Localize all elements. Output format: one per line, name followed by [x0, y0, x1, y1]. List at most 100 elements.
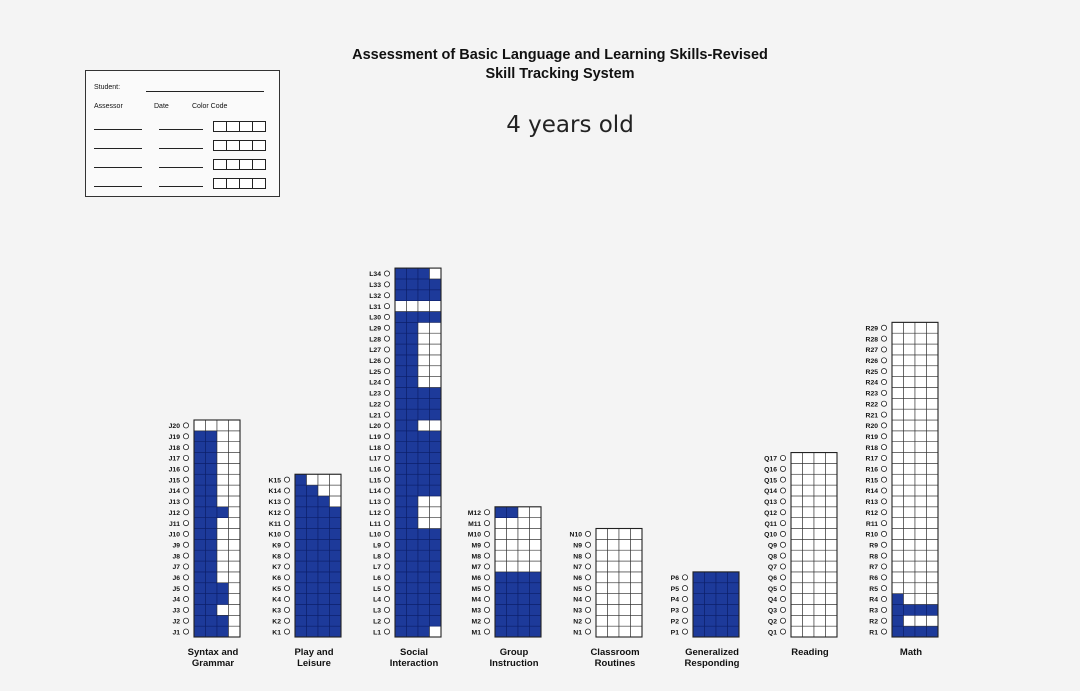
skill-item-bubble[interactable] [881, 379, 888, 386]
skill-item-bubble[interactable] [483, 541, 490, 548]
skill-item-bubble[interactable] [881, 454, 888, 461]
skill-item-bubble[interactable] [283, 541, 290, 548]
skill-item-bubble[interactable] [383, 346, 390, 353]
skill-item-bubble[interactable] [383, 335, 390, 342]
skill-item-bubble[interactable] [881, 357, 888, 364]
skill-item-bubble[interactable] [182, 444, 189, 451]
skill-item-bubble[interactable] [483, 574, 490, 581]
skill-item-bubble[interactable] [585, 585, 592, 592]
skill-item-bubble[interactable] [881, 585, 888, 592]
skill-item-bubble[interactable] [383, 303, 390, 310]
skill-item-bubble[interactable] [383, 476, 390, 483]
skill-item-bubble[interactable] [182, 563, 189, 570]
skill-item-bubble[interactable] [585, 628, 592, 635]
skill-item-bubble[interactable] [483, 509, 490, 516]
skill-item-bubble[interactable] [182, 433, 189, 440]
skill-item-bubble[interactable] [881, 465, 888, 472]
skill-item-bubble[interactable] [881, 335, 888, 342]
skill-item-bubble[interactable] [283, 476, 290, 483]
skill-item-bubble[interactable] [780, 454, 787, 461]
skill-item-bubble[interactable] [182, 476, 189, 483]
skill-item-bubble[interactable] [483, 563, 490, 570]
skill-item-bubble[interactable] [383, 313, 390, 320]
skill-item-bubble[interactable] [383, 433, 390, 440]
skill-item-bubble[interactable] [283, 487, 290, 494]
skill-item-bubble[interactable] [483, 606, 490, 613]
skill-item-bubble[interactable] [283, 520, 290, 527]
skill-item-bubble[interactable] [881, 596, 888, 603]
skill-item-bubble[interactable] [383, 357, 390, 364]
skill-item-bubble[interactable] [182, 422, 189, 429]
skill-item-bubble[interactable] [182, 520, 189, 527]
skill-item-bubble[interactable] [780, 574, 787, 581]
skill-item-bubble[interactable] [585, 552, 592, 559]
skill-item-bubble[interactable] [780, 585, 787, 592]
skill-item-bubble[interactable] [881, 552, 888, 559]
skill-item-bubble[interactable] [881, 411, 888, 418]
skill-item-bubble[interactable] [881, 389, 888, 396]
skill-item-bubble[interactable] [383, 563, 390, 570]
skill-item-bubble[interactable] [383, 509, 390, 516]
skill-item-bubble[interactable] [881, 563, 888, 570]
skill-item-bubble[interactable] [483, 552, 490, 559]
skill-item-bubble[interactable] [182, 530, 189, 537]
skill-item-bubble[interactable] [182, 617, 189, 624]
skill-item-bubble[interactable] [283, 509, 290, 516]
skill-item-bubble[interactable] [182, 509, 189, 516]
skill-item-bubble[interactable] [182, 498, 189, 505]
skill-item-bubble[interactable] [881, 520, 888, 527]
skill-item-bubble[interactable] [483, 520, 490, 527]
skill-item-bubble[interactable] [383, 454, 390, 461]
skill-item-bubble[interactable] [780, 617, 787, 624]
skill-item-bubble[interactable] [881, 368, 888, 375]
skill-item-bubble[interactable] [881, 617, 888, 624]
skill-item-bubble[interactable] [780, 596, 787, 603]
skill-item-bubble[interactable] [483, 617, 490, 624]
skill-item-bubble[interactable] [383, 617, 390, 624]
skill-item-bubble[interactable] [383, 292, 390, 299]
skill-item-bubble[interactable] [383, 389, 390, 396]
skill-item-bubble[interactable] [383, 596, 390, 603]
skill-item-bubble[interactable] [182, 606, 189, 613]
skill-item-bubble[interactable] [182, 465, 189, 472]
skill-item-bubble[interactable] [682, 628, 689, 635]
skill-item-bubble[interactable] [585, 617, 592, 624]
skill-item-bubble[interactable] [780, 476, 787, 483]
skill-item-bubble[interactable] [780, 628, 787, 635]
skill-item-bubble[interactable] [182, 574, 189, 581]
skill-item-bubble[interactable] [881, 400, 888, 407]
skill-item-bubble[interactable] [182, 541, 189, 548]
skill-item-bubble[interactable] [585, 563, 592, 570]
skill-item-bubble[interactable] [182, 552, 189, 559]
skill-item-bubble[interactable] [881, 509, 888, 516]
skill-item-bubble[interactable] [682, 574, 689, 581]
skill-item-bubble[interactable] [585, 541, 592, 548]
skill-item-bubble[interactable] [383, 606, 390, 613]
skill-item-bubble[interactable] [780, 465, 787, 472]
skill-item-bubble[interactable] [585, 530, 592, 537]
skill-item-bubble[interactable] [383, 270, 390, 277]
skill-item-bubble[interactable] [780, 509, 787, 516]
skill-item-bubble[interactable] [182, 585, 189, 592]
skill-item-bubble[interactable] [283, 628, 290, 635]
skill-item-bubble[interactable] [682, 606, 689, 613]
skill-item-bubble[interactable] [283, 585, 290, 592]
skill-item-bubble[interactable] [483, 628, 490, 635]
skill-item-bubble[interactable] [383, 444, 390, 451]
skill-item-bubble[interactable] [283, 552, 290, 559]
skill-item-bubble[interactable] [283, 530, 290, 537]
skill-item-bubble[interactable] [283, 563, 290, 570]
skill-item-bubble[interactable] [881, 422, 888, 429]
skill-item-bubble[interactable] [182, 628, 189, 635]
skill-item-bubble[interactable] [780, 487, 787, 494]
skill-item-bubble[interactable] [881, 487, 888, 494]
skill-item-bubble[interactable] [383, 520, 390, 527]
skill-item-bubble[interactable] [383, 574, 390, 581]
skill-item-bubble[interactable] [383, 541, 390, 548]
skill-item-bubble[interactable] [881, 541, 888, 548]
skill-item-bubble[interactable] [881, 606, 888, 613]
skill-item-bubble[interactable] [383, 465, 390, 472]
skill-item-bubble[interactable] [383, 411, 390, 418]
skill-item-bubble[interactable] [182, 596, 189, 603]
skill-item-bubble[interactable] [483, 585, 490, 592]
